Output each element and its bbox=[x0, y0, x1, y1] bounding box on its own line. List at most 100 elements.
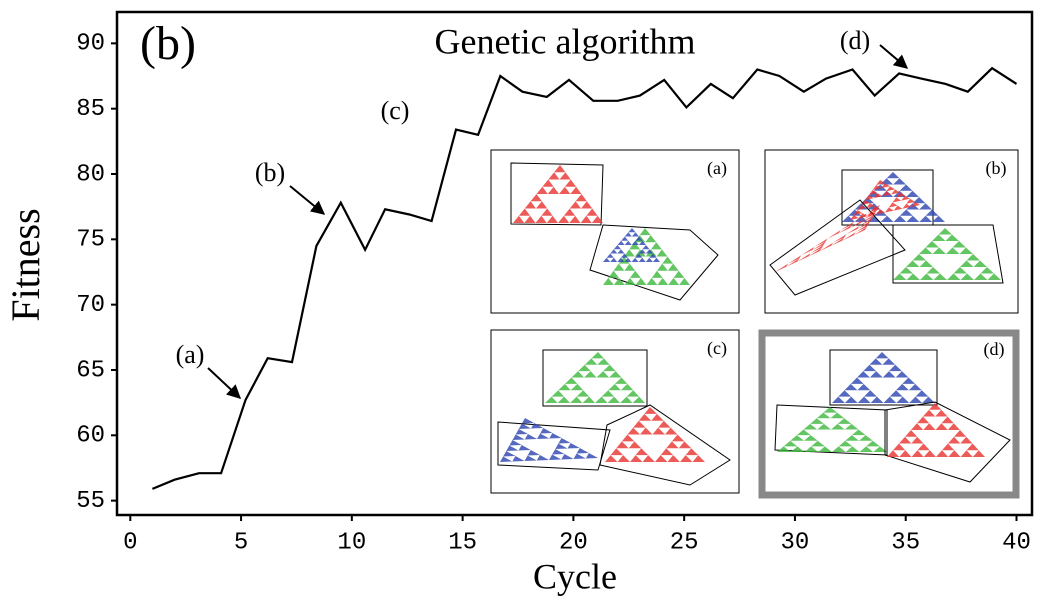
fractal-cell bbox=[662, 256, 674, 264]
fractal-cell bbox=[915, 390, 929, 397]
fractal-cell bbox=[548, 172, 560, 180]
fractal-cell bbox=[816, 412, 831, 419]
fractal-cell bbox=[883, 396, 897, 403]
fractal-cell bbox=[893, 273, 907, 280]
fractal-cell bbox=[630, 455, 643, 462]
fractal-cell bbox=[621, 236, 629, 241]
fractal-layer bbox=[497, 162, 1011, 486]
fractal-cell bbox=[923, 423, 936, 430]
fractal-cell bbox=[887, 450, 900, 457]
fractal-cell bbox=[638, 413, 652, 421]
y-tick-label: 55 bbox=[76, 488, 105, 515]
fractal-cell bbox=[866, 203, 875, 209]
fractal-cell bbox=[868, 190, 878, 195]
plot-frame bbox=[115, 10, 1034, 517]
fractal-cell bbox=[812, 241, 826, 250]
fractal-cell bbox=[535, 215, 547, 223]
fractal-cell bbox=[923, 450, 936, 457]
fractal-cell bbox=[561, 454, 574, 460]
fractal-cell bbox=[655, 455, 668, 462]
fractal-cell bbox=[818, 446, 832, 452]
fractal-cell bbox=[790, 435, 804, 441]
y-tick-label: 70 bbox=[76, 292, 105, 319]
fractal-cell bbox=[635, 253, 643, 258]
fractal-cell bbox=[613, 277, 625, 285]
fractal-cell bbox=[869, 358, 883, 365]
fractal-cell bbox=[603, 277, 614, 285]
fractal-cell bbox=[857, 220, 871, 229]
fractal-cell bbox=[617, 249, 625, 254]
fractal-frame bbox=[892, 224, 1004, 284]
fractal-cell bbox=[899, 267, 913, 274]
fractal-cell bbox=[605, 455, 618, 462]
fractal-cell bbox=[642, 455, 655, 462]
fractal-cell bbox=[777, 446, 791, 452]
fractal-cell bbox=[620, 396, 633, 403]
fractal-frame bbox=[884, 401, 1011, 483]
y-axis-label: Fitness bbox=[3, 208, 48, 321]
fractal-cell bbox=[912, 197, 926, 204]
fractal-cell bbox=[524, 455, 537, 461]
x-tick-label: 10 bbox=[337, 529, 366, 556]
fractal-cell bbox=[845, 435, 859, 441]
fractal-cell bbox=[591, 215, 603, 223]
fractal-cell bbox=[882, 371, 896, 378]
fractal-cell bbox=[644, 407, 657, 414]
inset-box bbox=[490, 329, 740, 494]
fractal-cell bbox=[880, 215, 894, 222]
fractal-cell bbox=[624, 240, 632, 245]
x-tick-label: 40 bbox=[1002, 529, 1031, 556]
arrow bbox=[207, 367, 242, 399]
inset-label: (a) bbox=[707, 158, 727, 179]
fractal-cell bbox=[865, 208, 879, 217]
x-tick-label: 25 bbox=[670, 529, 699, 556]
fractal-cell bbox=[804, 435, 818, 441]
fractal-cell bbox=[869, 371, 883, 378]
fractal-cell bbox=[536, 186, 548, 194]
fractal-frame bbox=[599, 404, 731, 486]
fractal-cell bbox=[959, 247, 973, 254]
fractal-cell bbox=[911, 450, 924, 457]
fractal-cell bbox=[974, 273, 988, 280]
fractal-cell bbox=[645, 235, 657, 243]
fractal-cell bbox=[866, 440, 880, 447]
fractal-cell bbox=[917, 443, 930, 451]
fractal-cell bbox=[870, 396, 884, 403]
fractal-cell bbox=[549, 454, 562, 460]
fractal-cell bbox=[872, 185, 882, 190]
fractal-cell bbox=[631, 240, 639, 245]
fractal-cell bbox=[842, 215, 855, 222]
fractal-cell bbox=[810, 244, 824, 254]
fractal-cell bbox=[886, 172, 900, 179]
fractal-cell bbox=[558, 383, 571, 391]
x-tick-label: 15 bbox=[448, 529, 477, 556]
fractal-cell bbox=[665, 427, 678, 435]
fractal-cell bbox=[567, 443, 580, 449]
fractal-cell bbox=[582, 396, 595, 403]
fractal-cell bbox=[899, 436, 912, 444]
fractal-cell bbox=[889, 364, 902, 372]
fractal-cell bbox=[938, 228, 952, 235]
fractal-cell bbox=[545, 396, 558, 403]
fractal-cell bbox=[932, 234, 946, 241]
fractal-cell bbox=[666, 441, 679, 449]
fractal-cell bbox=[896, 396, 910, 403]
fractal-cell bbox=[591, 352, 604, 359]
fractal-cell bbox=[838, 440, 853, 447]
annotation: (c) bbox=[381, 96, 410, 125]
fractal-cell bbox=[557, 396, 570, 403]
fractal-cell bbox=[610, 249, 618, 254]
fractal-cell bbox=[581, 201, 593, 209]
fractal-cell bbox=[960, 450, 973, 457]
fractal-frame bbox=[769, 199, 906, 296]
fractal-cell bbox=[875, 352, 889, 359]
fractal-cell bbox=[980, 267, 994, 274]
fractal-cell bbox=[912, 254, 926, 261]
fractal-cell bbox=[638, 240, 646, 245]
fractal-cell bbox=[692, 455, 705, 462]
fractal-cell bbox=[814, 238, 828, 247]
fractal-cell bbox=[656, 249, 668, 257]
fractal-cell bbox=[638, 257, 646, 262]
fractal-cell bbox=[922, 396, 935, 403]
fractal-cell bbox=[570, 396, 583, 403]
